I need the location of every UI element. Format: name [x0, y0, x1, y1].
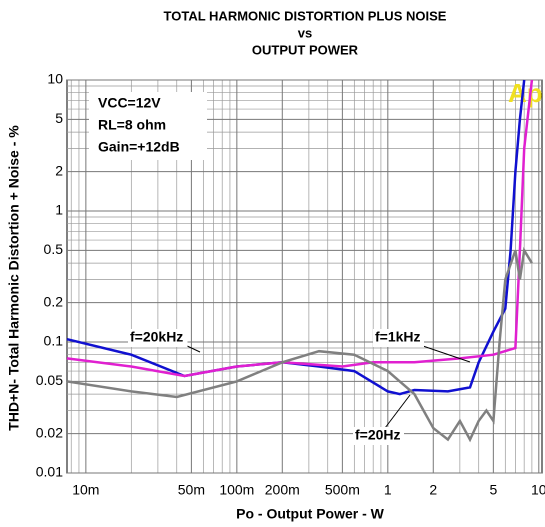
logo: Ap: [508, 78, 543, 108]
y-tick-label: 10: [47, 71, 63, 87]
y-tick-label: 5: [55, 110, 63, 126]
y-tick-label: 0.2: [44, 293, 64, 309]
chart-title: vs: [298, 25, 312, 40]
x-axis-label: Po - Output Power - W: [236, 506, 385, 522]
x-tick-label: 100m: [219, 482, 254, 498]
series-label: f=20Hz: [355, 427, 401, 443]
label-bg: [353, 427, 404, 445]
x-tick-label: 500m: [325, 482, 360, 498]
y-tick-label: 0.05: [36, 372, 63, 388]
y-tick-label: 2: [55, 162, 63, 178]
info-box: [89, 92, 207, 160]
x-tick-label: 10: [531, 482, 545, 498]
y-tick-label: 1: [55, 202, 63, 218]
leader-line: [419, 344, 471, 363]
y-axis-label: THD+N- Total Harmonic Distortion + Noise…: [6, 125, 22, 431]
x-tick-label: 10m: [72, 482, 99, 498]
label-bg: [128, 329, 188, 347]
chart-title: OUTPUT POWER: [252, 42, 359, 57]
label-bg: [373, 329, 424, 347]
series-label: f=1kHz: [375, 329, 421, 345]
x-tick-label: 50m: [178, 482, 205, 498]
x-tick-label: 2: [429, 482, 437, 498]
series-label: f=20kHz: [130, 329, 183, 345]
annotation: RL=8 ohm: [98, 117, 166, 133]
y-tick-label: 0.01: [36, 464, 63, 480]
x-tick-label: 1: [384, 482, 392, 498]
leader-line: [384, 394, 411, 429]
chart-title: TOTAL HARMONIC DISTORTION PLUS NOISE: [164, 8, 447, 23]
y-tick-label: 0.02: [36, 424, 63, 440]
y-tick-label: 0.5: [44, 241, 64, 257]
x-tick-label: 200m: [265, 482, 300, 498]
y-tick-label: 0.1: [44, 333, 64, 349]
data-line: [66, 246, 533, 443]
annotation: Gain=+12dB: [98, 139, 180, 155]
x-tick-label: 5: [489, 482, 497, 498]
annotation: VCC=12V: [98, 95, 161, 111]
